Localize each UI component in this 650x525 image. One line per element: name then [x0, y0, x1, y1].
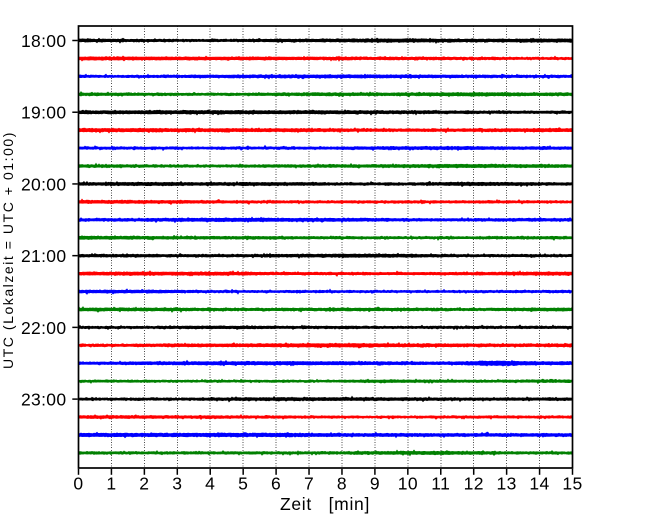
svg-text:Zeit [min]: Zeit [min] — [280, 494, 370, 514]
svg-text:19:00: 19:00 — [21, 103, 67, 123]
svg-text:4: 4 — [205, 474, 215, 494]
svg-text:5: 5 — [238, 474, 248, 494]
svg-text:15: 15 — [562, 474, 582, 494]
svg-text:11: 11 — [431, 474, 450, 494]
svg-text:1: 1 — [106, 474, 116, 494]
svg-text:7: 7 — [304, 474, 314, 494]
svg-text:13: 13 — [496, 474, 516, 494]
svg-text:20:00: 20:00 — [21, 174, 67, 194]
svg-text:6: 6 — [271, 474, 281, 494]
svg-text:22:00: 22:00 — [21, 318, 67, 338]
svg-text:21:00: 21:00 — [21, 246, 67, 266]
svg-text:14: 14 — [529, 474, 549, 494]
svg-text:UTC (Lokalzeit = UTC + 01:00): UTC (Lokalzeit = UTC + 01:00) — [0, 131, 16, 369]
svg-text:23:00: 23:00 — [21, 390, 67, 410]
svg-text:3: 3 — [172, 474, 182, 494]
svg-text:0: 0 — [73, 474, 83, 494]
svg-text:9: 9 — [370, 474, 380, 494]
svg-text:2: 2 — [139, 474, 149, 494]
svg-text:10: 10 — [398, 474, 418, 494]
svg-text:12: 12 — [464, 474, 484, 494]
svg-text:8: 8 — [337, 474, 347, 494]
svg-text:18:00: 18:00 — [21, 31, 67, 51]
